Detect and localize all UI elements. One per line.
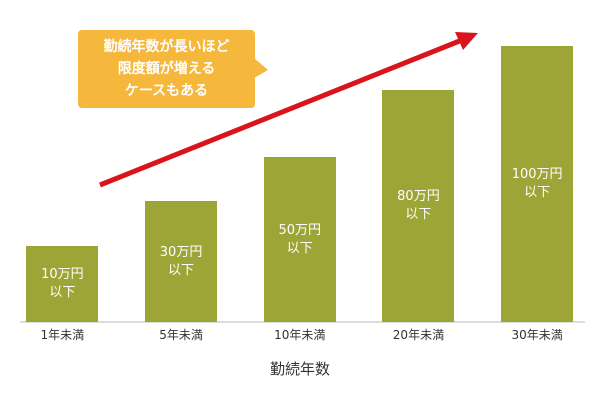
value-label: 50万円 以下 xyxy=(278,222,322,256)
bar xyxy=(501,46,574,322)
x-tick-label: 20年未満 xyxy=(392,328,445,342)
x-axis-title: 勤続年数 xyxy=(269,360,331,378)
value-label: 30万円 以下 xyxy=(159,244,203,278)
callout-box xyxy=(78,30,255,108)
value-label: 10万円 以下 xyxy=(41,266,84,300)
value-label: 80万円 以下 xyxy=(397,189,440,223)
bar xyxy=(263,157,336,322)
bar xyxy=(26,245,99,322)
value-label: 100万円 以下 xyxy=(511,167,563,200)
x-tick-label: 1年未満 xyxy=(40,328,85,342)
bar xyxy=(145,201,218,322)
x-tick-label: 5年未満 xyxy=(159,328,203,342)
arrow-head xyxy=(455,32,478,50)
x-tick-label: 30年未満 xyxy=(511,328,563,342)
x-tick-label: 10年未満 xyxy=(274,328,326,342)
callout-tail xyxy=(254,58,268,78)
bar xyxy=(382,90,455,322)
annotation: 勤続年数が長いほど 限度額が増える ケースもある xyxy=(103,39,230,99)
trend-arrow xyxy=(99,37,463,188)
